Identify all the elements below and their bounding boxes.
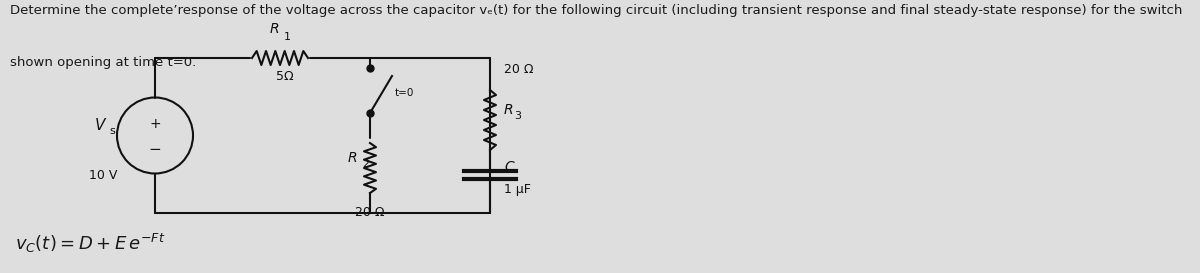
Text: 20 Ω: 20 Ω [504, 63, 534, 76]
Text: R: R [504, 103, 514, 117]
Text: 2: 2 [362, 159, 370, 169]
Text: s: s [109, 126, 115, 136]
Text: 1 μF: 1 μF [504, 182, 530, 195]
Text: $v_C(t) = D + E\,e^{-Ft}$: $v_C(t) = D + E\,e^{-Ft}$ [14, 232, 166, 254]
Text: t=0: t=0 [395, 88, 414, 97]
Text: R: R [347, 151, 356, 165]
Text: C: C [504, 160, 514, 174]
Text: 5Ω: 5Ω [276, 70, 294, 83]
Text: 1: 1 [284, 32, 292, 42]
Text: Determine the complete’response of the voltage across the capacitor vₑ(t) for th: Determine the complete’response of the v… [10, 4, 1182, 17]
Text: 20 Ω: 20 Ω [355, 206, 385, 219]
Text: shown opening at time t=0.: shown opening at time t=0. [10, 56, 196, 69]
Text: +: + [149, 117, 161, 130]
Text: −: − [149, 142, 161, 157]
Text: 3: 3 [514, 111, 521, 121]
Text: R: R [269, 22, 278, 36]
Text: V: V [95, 118, 106, 133]
Text: 10 V: 10 V [89, 169, 118, 182]
